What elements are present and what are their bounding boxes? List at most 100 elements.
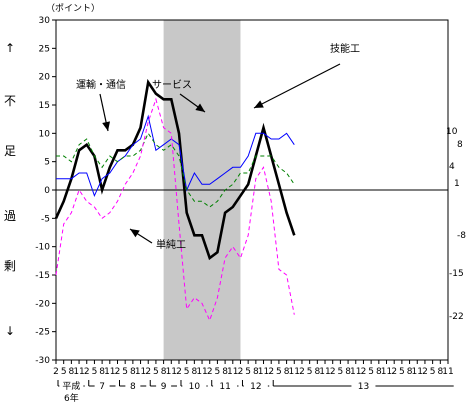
x-tick-label: 5 [245,367,251,377]
x-tick-label: 2 [53,367,59,377]
x-tick-label: 2 [115,367,121,377]
x-tick-label: 2 [391,367,397,377]
x-tick-label: 8 [376,367,382,377]
x-tick-label: 8 [314,367,320,377]
x-tick-label: 2 [84,367,90,377]
end-value-label: 1 [454,179,460,189]
y-tick-label: -5 [41,214,50,224]
x-tick-label: 2 [361,367,367,377]
x-tick-label: 11 [166,367,177,377]
side-label-char: 不 [4,94,16,108]
side-label-char: 過 [4,209,16,223]
x-tick-label: 11 [135,367,146,377]
x-tick-label: 2 [299,367,305,377]
x-tick-label: 2 [268,367,274,377]
y-tick-label: 25 [39,44,50,54]
y-tick-label: 5 [44,158,50,168]
x-tick-label: 5 [368,367,374,377]
x-tick-label: 11 [381,367,392,377]
year-label: 12 [250,382,261,392]
series-line-1 [56,114,295,198]
x-tick-label: 8 [345,367,351,377]
x-tick-label: 5 [184,367,190,377]
x-tick-label: 8 [69,367,75,377]
end-value-label: 4 [449,162,455,172]
y-tick-label: 30 [39,16,51,26]
x-tick-label: 11 [73,367,84,377]
x-tick-label: 2 [145,367,151,377]
x-tick-label: 5 [215,367,221,377]
x-tick-label: 5 [61,367,67,377]
y-tick-label: 0 [44,186,50,196]
side-label-char: ↓ [5,324,15,338]
x-tick-label: 2 [330,367,336,377]
y-tick-label: -15 [35,271,50,281]
x-tick-label: 8 [407,367,413,377]
x-tick-label: 5 [338,367,344,377]
x-tick-label: 5 [153,367,159,377]
side-label-char: 剰 [4,259,16,273]
year-label: 7 [99,382,105,392]
x-tick-label: 5 [276,367,282,377]
x-tick-label: 8 [284,367,290,377]
end-value-label: -15 [449,269,464,279]
annotation-label: 単純工 [156,238,186,251]
y-tick-label: -10 [35,243,50,253]
x-tick-label: 8 [161,367,167,377]
x-tick-label: 8 [191,367,197,377]
y-tick-label: -25 [35,328,50,338]
x-tick-label: 8 [437,367,443,377]
year-label: 8 [130,382,136,392]
x-tick-label: 2 [176,367,182,377]
annotation-arrowhead [102,121,111,131]
x-tick-label: 5 [430,367,436,377]
y-tick-label: -30 [35,356,50,366]
unit-label: （ポイント） [46,3,100,14]
end-value-label: 8 [457,140,463,150]
end-value-label: -8 [457,231,466,241]
x-tick-label: 8 [222,367,228,377]
y-tick-label: 10 [39,129,51,139]
year-label: 平成 [62,380,80,392]
end-value-label: -22 [449,312,464,322]
y-tick-label: 15 [39,101,50,111]
x-tick-label: 11 [289,367,300,377]
series-line-0 [54,78,296,261]
x-tick-label: 5 [399,367,405,377]
year-label: 10 [189,382,201,392]
x-tick-label: 8 [253,367,259,377]
x-tick-label: 11 [104,367,115,377]
annotation-label: サービス [152,79,192,91]
annotation-label: 技能工 [330,42,360,55]
y-tick-label: 20 [39,73,51,83]
x-tick-label: 5 [307,367,313,377]
year-label: 9 [161,382,167,392]
end-value-label: 10 [446,127,458,137]
x-tick-label: 11 [258,367,269,377]
annotation-arrowhead [195,103,205,112]
annotation-arrowhead [130,229,140,238]
x-tick-label: 2 [238,367,244,377]
series-line-3 [55,97,295,322]
side-label-char: 足 [4,144,16,158]
x-tick-label: 8 [130,367,136,377]
x-tick-label: 11 [196,367,207,377]
x-tick-label: 11 [319,367,330,377]
annotation-arrow-line [253,63,341,109]
x-tick-label: 11 [412,367,423,377]
y-tick-label: -20 [35,299,50,309]
annotation-label: 運輸・通信 [76,78,126,91]
x-tick-label: 5 [92,367,98,377]
x-tick-label: 8 [99,367,105,377]
year-label-sub: 6年 [64,392,79,404]
side-label-char: ↑ [5,41,15,55]
series-line-2 [56,132,295,208]
x-tick-label: 5 [122,367,128,377]
x-tick-label: 11 [442,367,453,377]
year-label: 11 [219,382,230,392]
x-tick-label: 2 [422,367,428,377]
year-label: 13 [358,382,369,392]
x-tick-label: 11 [227,367,238,377]
x-tick-label: 11 [350,367,361,377]
